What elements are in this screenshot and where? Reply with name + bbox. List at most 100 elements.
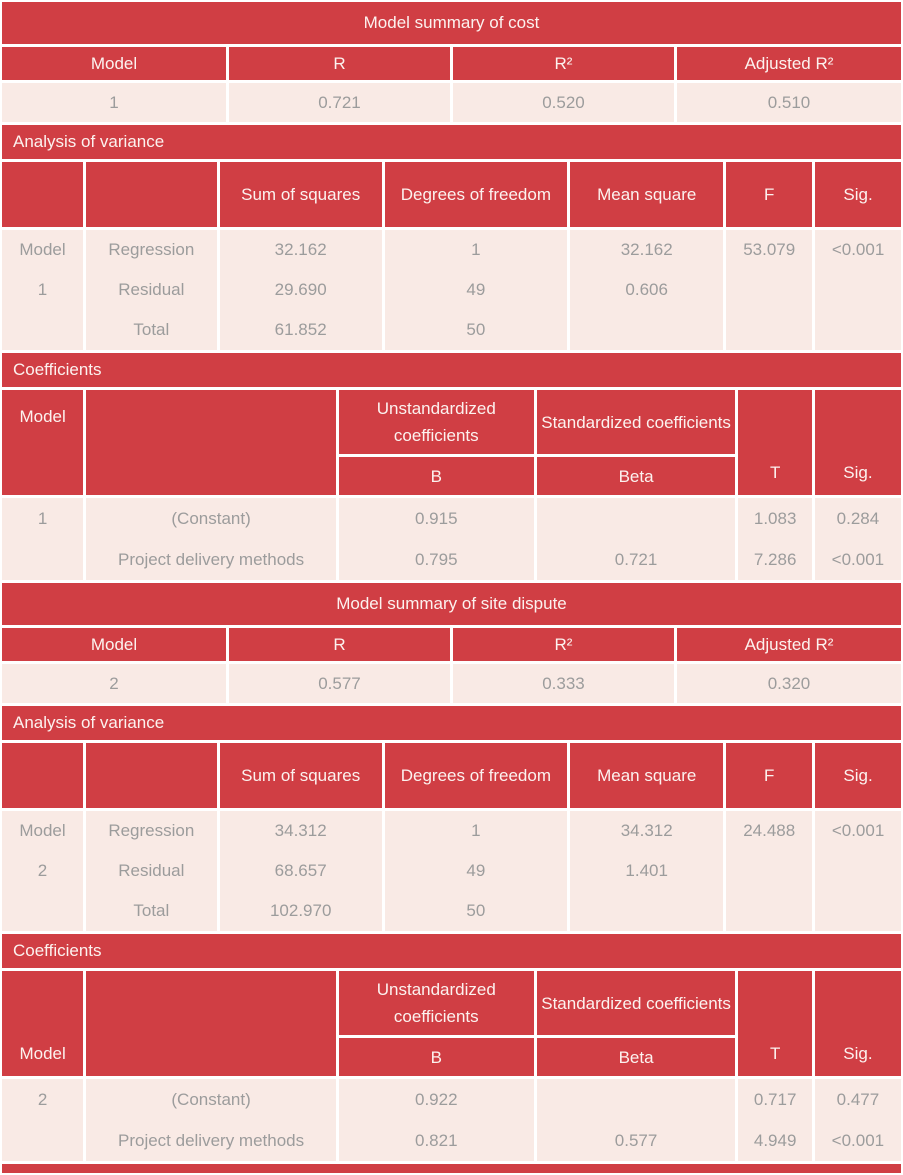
model1-summary-value-adj-r2: 0.510: [677, 83, 901, 122]
model1-anova-header-mean-square: Mean square: [570, 162, 724, 227]
model2-coef-header-unstandardized: Unstandardized coefficients: [338, 971, 534, 1035]
model2-coef-header-t: T: [738, 971, 812, 1076]
model1-summary-header-r: R: [228, 47, 450, 80]
model2-anova-header-mean-square: Mean square: [570, 743, 724, 808]
model1-anova-mean-square-column: 32.162 0.606: [570, 230, 724, 350]
model1-coefficients-table: Coefficients: [2, 353, 901, 387]
model2-anova-header-sum-of-squares: Sum of squares: [219, 743, 382, 808]
model2-coef-header-model: Model: [2, 971, 84, 1076]
model2-coef-row-pdm-label: Project delivery methods: [117, 1130, 305, 1150]
model1-coef-header-sig: Sig.: [814, 390, 901, 495]
model1-anova-body: Model 1 Regression Residual Total 32.162…: [2, 230, 901, 350]
model1-anova-source-column: Regression Residual Total: [85, 230, 217, 350]
model1-summary-title: Model summary of cost: [2, 2, 901, 44]
model2-anova-sum-of-squares-column: 34.312 68.657 102.970: [219, 811, 382, 931]
model1-summary-header-adj-r2: Adjusted R²: [677, 47, 901, 80]
model2-coef-header-sig: Sig.: [814, 971, 901, 1076]
model1-summary-value-r2: 0.520: [453, 83, 674, 122]
model1-anova-model-label: Model: [19, 240, 66, 259]
model1-coef-row-pdm-label: Project delivery methods: [117, 549, 305, 569]
model2-anova-body: Model 2 Regression Residual Total 34.312…: [2, 811, 901, 931]
model2-coef-header-blank: [86, 971, 336, 1076]
model1-anova-model-column: Model 1: [2, 230, 83, 350]
model2-summary-data-row: 2 0.577 0.333 0.320: [2, 664, 901, 703]
model1-summary-data-row: 1 0.721 0.520 0.510: [2, 83, 901, 122]
model1-coef-model-number: 1: [37, 508, 48, 528]
model2-anova-model-label: Model: [19, 821, 66, 840]
model1-summary-value-r: 0.721: [228, 83, 450, 122]
model1-anova-sum-of-squares-column: 32.162 29.690 61.852: [219, 230, 382, 350]
model2-summary-table: Model summary of site dispute: [2, 583, 901, 625]
model1-coef-sig-column: 0.284 <0.001: [814, 498, 901, 580]
model1-anova-sig-column: <0.001: [815, 230, 901, 350]
model2-summary-value-adj-r2: 0.320: [677, 664, 901, 703]
model1-coefficients-header: Model Unstandardized coefficients Standa…: [2, 390, 901, 495]
model1-coefficients-body: 1 (Constant) Project delivery methods 0.…: [2, 498, 901, 580]
model2-summary-value-r2: 0.333: [453, 664, 674, 703]
model1-coef-b-column: 0.915 0.795: [338, 498, 534, 580]
model2-summary-value-model: 2: [2, 664, 226, 703]
model1-anova-title: Analysis of variance: [2, 125, 901, 159]
model2-coef-predictor-column: (Constant) Project delivery methods: [86, 1079, 336, 1161]
model1-anova-header-blank2: [85, 162, 217, 227]
model2-coef-row-constant-label: (Constant): [171, 1089, 251, 1109]
model1-coefficients-title: Coefficients: [2, 353, 901, 387]
model1-coef-beta-column: 0.721: [536, 498, 736, 580]
model1-anova-table: Analysis of variance: [2, 125, 901, 159]
model1-anova-row-residual-label: Residual: [118, 280, 185, 299]
model1-summary-header-r2: R²: [453, 47, 674, 80]
model2-summary-value-r: 0.577: [228, 664, 450, 703]
model2-coefficients-title: Coefficients: [2, 934, 901, 968]
model2-coef-header-b: B: [338, 1038, 534, 1076]
model2-coefficients-table: Coefficients: [2, 934, 901, 968]
model2-anova-row-regression-label: Regression: [108, 821, 195, 840]
bottom-red-strip: [2, 1164, 901, 1173]
model2-coef-model-number: 2: [37, 1089, 48, 1109]
model2-summary-header-r2: R²: [453, 628, 674, 661]
model2-coef-header-beta: Beta: [536, 1038, 736, 1076]
model1-summary-value-model: 1: [2, 83, 226, 122]
model1-anova-row-regression-label: Regression: [108, 240, 195, 259]
model1-anova-header-degrees-of-freedom: Degrees of freedom: [384, 162, 568, 227]
model1-anova-header-f: F: [726, 162, 813, 227]
model2-coef-t-column: 0.717 4.949: [738, 1079, 812, 1161]
model2-summary-title: Model summary of site dispute: [2, 583, 901, 625]
model1-anova-header-blank1: [2, 162, 83, 227]
model1-anova-header-row: Sum of squares Degrees of freedom Mean s…: [2, 162, 901, 227]
model1-coef-row-constant-label: (Constant): [171, 508, 251, 528]
model2-anova-header-sig: Sig.: [815, 743, 901, 808]
model2-coef-b-column: 0.922 0.821: [338, 1079, 534, 1161]
model1-anova-header-sum-of-squares: Sum of squares: [219, 162, 382, 227]
model1-coef-header-model: Model: [2, 390, 84, 495]
model2-coefficients-header: Model Unstandardized coefficients Standa…: [2, 971, 901, 1076]
model2-anova-model-number: 2: [37, 861, 48, 880]
model2-anova-row-residual-label: Residual: [118, 861, 185, 880]
model2-anova-title: Analysis of variance: [2, 706, 901, 740]
model1-anova-model-number: 1: [37, 280, 48, 299]
model1-coef-header-b: B: [338, 457, 534, 495]
model2-anova-header-blank2: [85, 743, 217, 808]
model1-anova-row-total-label: Total: [133, 320, 170, 339]
model2-anova-degrees-of-freedom-column: 1 49 50: [384, 811, 568, 931]
model2-coef-beta-column: 0.577: [536, 1079, 736, 1161]
model2-anova-header-blank1: [2, 743, 83, 808]
model2-summary-header-model: Model: [2, 628, 226, 661]
model2-anova-f-column: 24.488: [726, 811, 813, 931]
model1-anova-degrees-of-freedom-column: 1 49 50: [384, 230, 568, 350]
model2-anova-model-column: Model 2: [2, 811, 83, 931]
model2-anova-mean-square-column: 34.312 1.401: [570, 811, 724, 931]
model1-coef-header-unstandardized: Unstandardized coefficients: [338, 390, 534, 454]
model2-anova-sig-column: <0.001: [815, 811, 901, 931]
model2-anova-table: Analysis of variance: [2, 706, 901, 740]
model1-coef-t-column: 1.083 7.286: [738, 498, 812, 580]
model2-summary-header-row: Model R R² Adjusted R²: [2, 628, 901, 661]
model2-anova-source-column: Regression Residual Total: [85, 811, 217, 931]
model1-summary-header-model: Model: [2, 47, 226, 80]
model2-anova-header-f: F: [726, 743, 813, 808]
model2-anova-header-row: Sum of squares Degrees of freedom Mean s…: [2, 743, 901, 808]
model1-coef-header-blank: [86, 390, 336, 495]
model1-anova-header-sig: Sig.: [815, 162, 901, 227]
model2-coefficients-body: 2 (Constant) Project delivery methods 0.…: [2, 1079, 901, 1161]
model1-coef-header-beta: Beta: [536, 457, 736, 495]
model1-summary-table: Model summary of cost: [2, 2, 901, 44]
